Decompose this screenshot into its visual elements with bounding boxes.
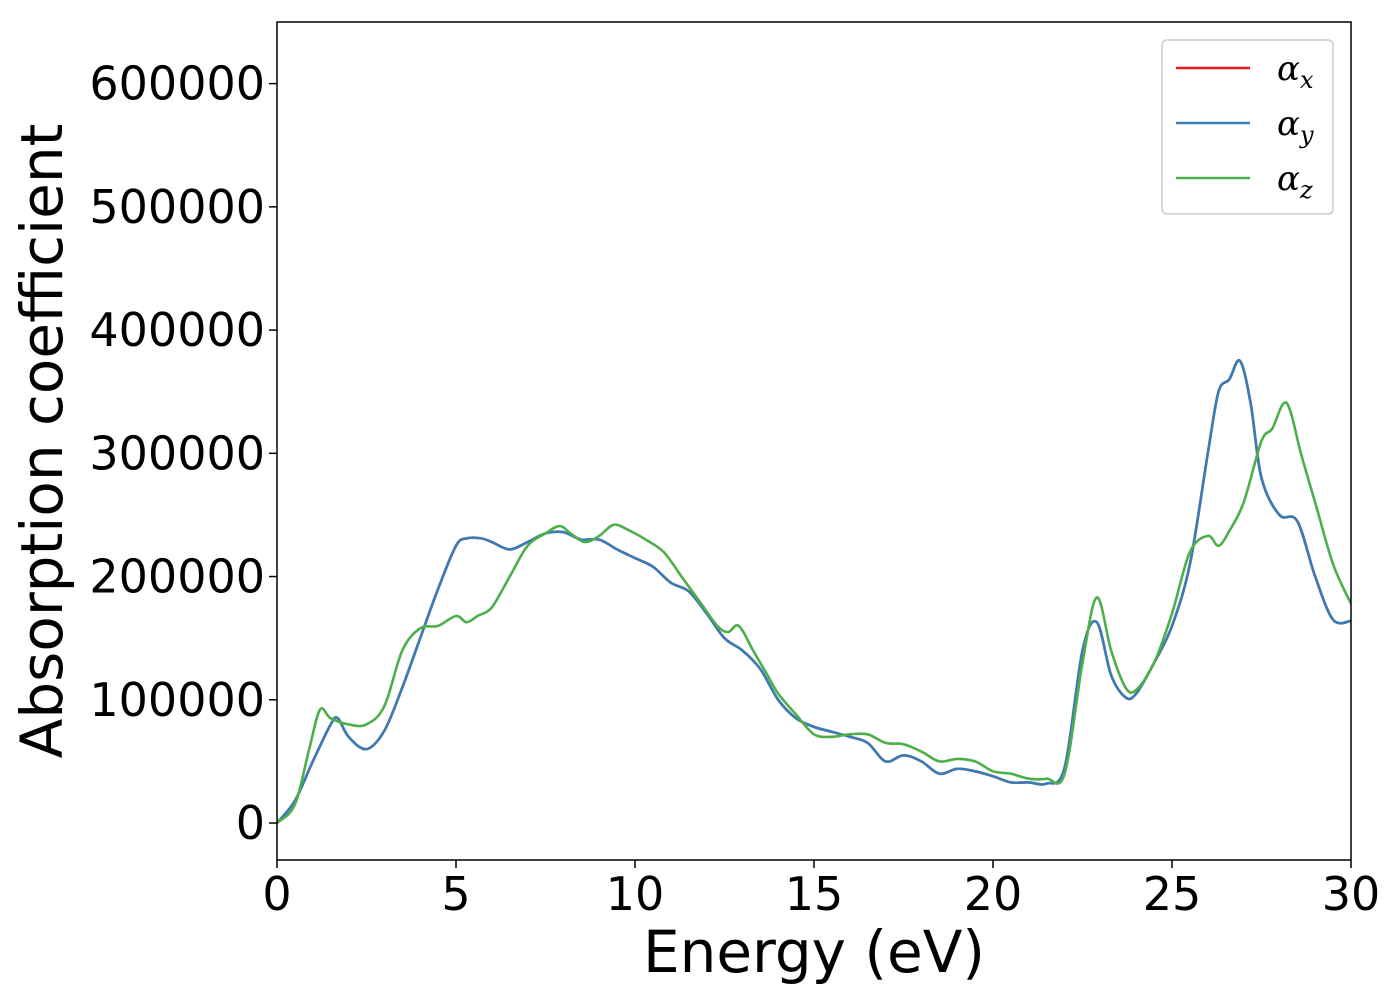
y-tick-label: 400000 xyxy=(89,303,265,357)
x-tick-label: 20 xyxy=(964,867,1023,921)
y-tick-label: 600000 xyxy=(89,57,265,111)
x-tick-label: 25 xyxy=(1143,867,1202,921)
x-tick-label: 15 xyxy=(785,867,844,921)
y-axis-label: Absorption coefficient xyxy=(8,124,76,759)
series-line-z xyxy=(277,401,1351,825)
x-axis: 0 5 10 15 20 25 30 xyxy=(262,860,1380,921)
series-layer xyxy=(277,359,1351,825)
x-tick-label: 10 xyxy=(606,867,665,921)
y-axis: 0 100000 200000 300000 400000 500000 600000 xyxy=(89,57,277,850)
y-tick-label: 200000 xyxy=(89,550,265,604)
y-tick-label: 0 xyxy=(236,796,265,850)
y-tick-label: 500000 xyxy=(89,180,265,234)
x-tick-label: 5 xyxy=(441,867,470,921)
legend-frame xyxy=(1161,39,1334,215)
x-tick-label: 0 xyxy=(262,867,291,921)
y-tick-label: 300000 xyxy=(89,426,265,480)
x-axis-label: Energy (eV) xyxy=(643,918,985,986)
series-line-y xyxy=(277,359,1351,825)
x-tick-label: 30 xyxy=(1322,867,1381,921)
y-tick-label: 100000 xyxy=(89,673,265,727)
